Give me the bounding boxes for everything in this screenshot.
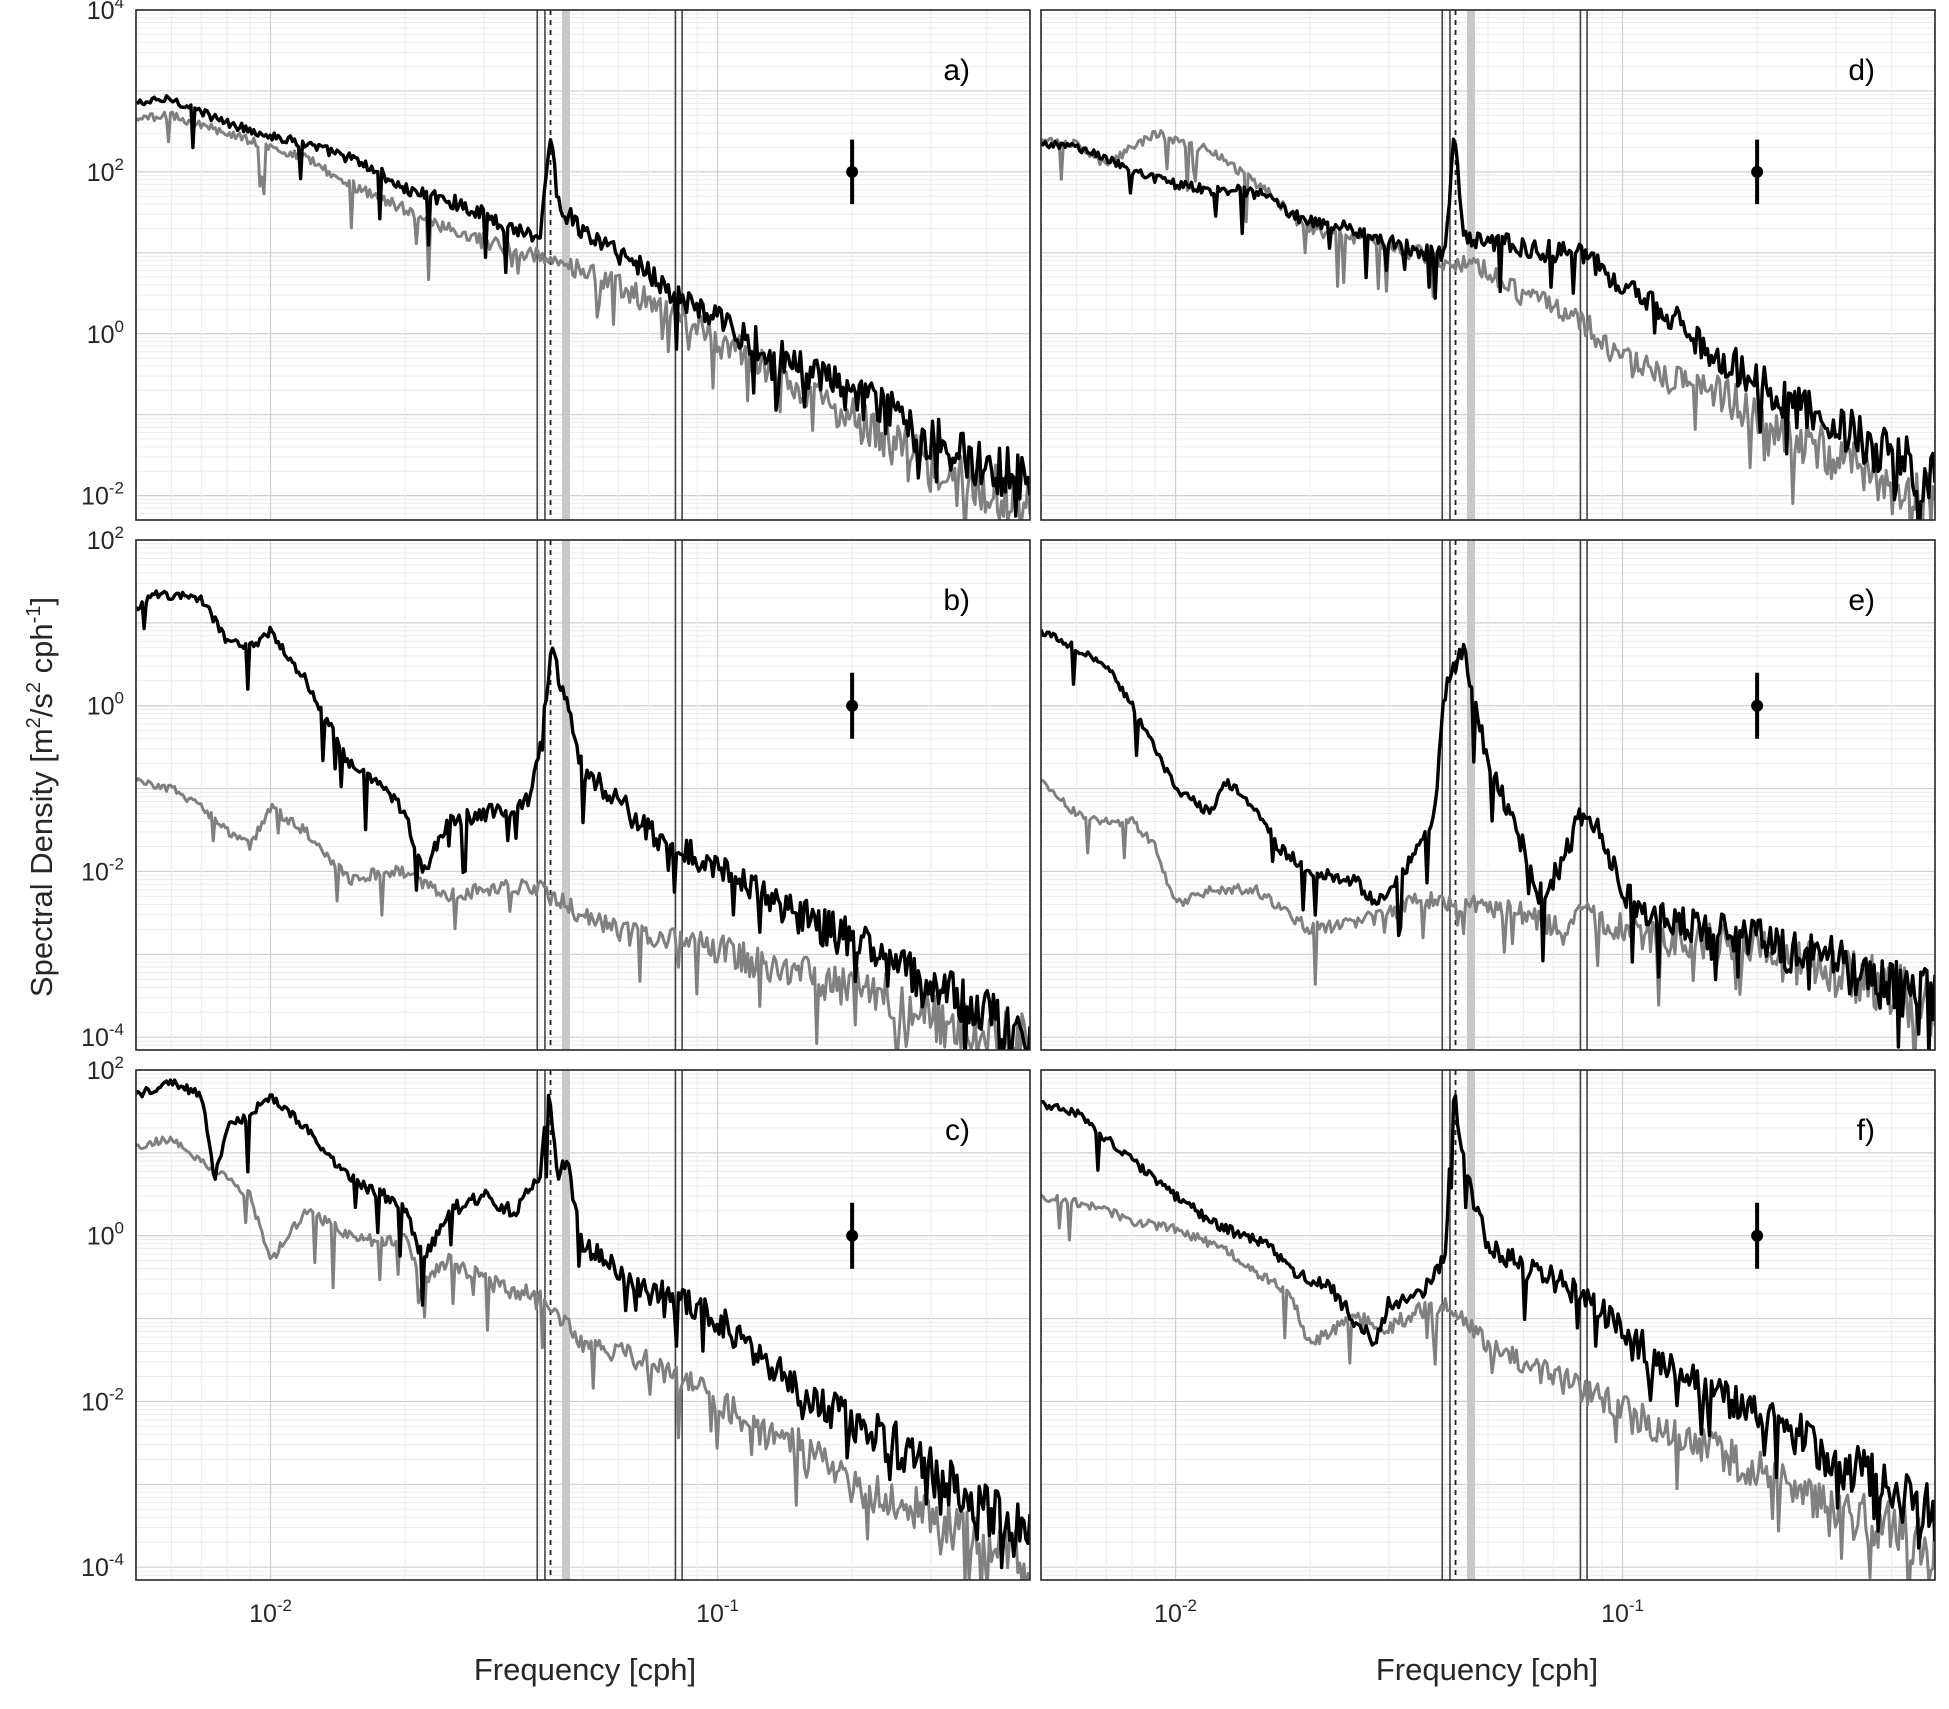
panel-c: c) 102 100 10-2 10-4 10-2 10-1 (81, 1053, 1031, 1628)
confidence-errorbar-marker (846, 699, 859, 712)
y-tick-label: 10-2 (81, 1384, 124, 1416)
y-tick-label: 104 (87, 0, 124, 25)
confidence-errorbar-marker (846, 1229, 859, 1242)
x-axis-title-left: Frequency [cph] (474, 1652, 696, 1687)
series-line-black (1041, 137, 1935, 520)
x-tick-label: 10-2 (1154, 1596, 1197, 1628)
axes-frame (135, 1069, 1031, 1581)
series-line-gray (136, 777, 1030, 1050)
series-line-gray (136, 1135, 1030, 1580)
confidence-errorbar-marker (1751, 1229, 1764, 1242)
reference-lines (1441, 540, 1588, 1050)
y-tick-label: 102 (87, 1053, 124, 1085)
x-tick-label: 10-1 (696, 1596, 739, 1628)
confidence-errorbar-marker (1751, 699, 1764, 712)
reference-lines (536, 540, 683, 1050)
series-line-black (136, 589, 1030, 1050)
y-tick-label: 10-2 (81, 479, 124, 511)
axes-frame (1040, 539, 1936, 1051)
panel-label: d) (1848, 54, 1875, 87)
confidence-errorbar-marker (846, 165, 859, 178)
x-tick-label: 10-2 (249, 1596, 292, 1628)
series-line-black (1041, 1094, 1935, 1550)
axes-frame (135, 539, 1031, 1051)
x-tick-label: 10-1 (1601, 1596, 1644, 1628)
gridlines (136, 10, 1030, 520)
reference-lines (536, 1070, 683, 1580)
y-tick-label: 102 (87, 155, 124, 187)
axes-frame (135, 9, 1031, 521)
gridlines (1041, 1070, 1935, 1580)
panel-b: b) 102 100 10-2 10-4 (81, 523, 1031, 1052)
y-tick-label: 100 (87, 317, 124, 349)
panel-d: d) (1040, 9, 1936, 521)
reference-lines (1441, 10, 1588, 520)
panel-label: a) (943, 54, 970, 87)
panel-label: e) (1848, 584, 1875, 617)
series-line-black (136, 1078, 1030, 1570)
series-line-gray (1041, 1193, 1935, 1580)
panel-a: a) 104 102 100 10-2 (81, 0, 1031, 521)
axes-frame (1040, 9, 1936, 521)
series-line-black (1041, 629, 1935, 1050)
y-tick-label: 102 (87, 523, 124, 555)
series-line-black (136, 94, 1030, 518)
panel-f: f) 10-2 10-1 (1040, 1069, 1936, 1628)
panel-e: e) (1040, 539, 1936, 1051)
series-line-gray (1041, 779, 1935, 1050)
confidence-errorbar-marker (1751, 165, 1764, 178)
y-tick-label: 10-4 (81, 1550, 124, 1582)
x-axis-title-right: Frequency [cph] (1376, 1652, 1598, 1687)
series-line-gray (136, 110, 1030, 520)
y-tick-label: 100 (87, 1219, 124, 1251)
panel-label: b) (943, 584, 970, 617)
panel-label: f) (1857, 1114, 1875, 1147)
y-axis-title: Spectral Density [m2/s2 cph-1] (23, 597, 59, 997)
panels-group: a) 104 102 100 10-2 b) 102 100 10-2 10-4 c) 102 100 1… (81, 0, 1936, 1628)
axes-frame (1040, 1069, 1936, 1581)
gridlines (1041, 540, 1935, 1050)
y-tick-label: 10-2 (81, 854, 124, 886)
y-tick-label: 100 (87, 689, 124, 721)
panel-label: c) (945, 1114, 970, 1147)
y-tick-label: 10-4 (81, 1020, 124, 1052)
